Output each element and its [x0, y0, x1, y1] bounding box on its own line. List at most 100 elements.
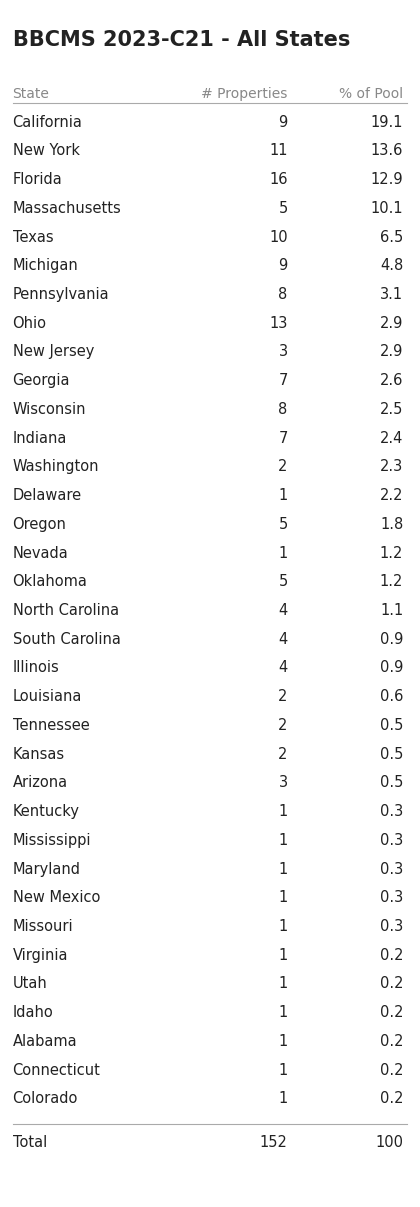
Text: Maryland: Maryland: [13, 862, 81, 876]
Text: 0.2: 0.2: [380, 976, 403, 991]
Text: Kansas: Kansas: [13, 747, 65, 762]
Text: 1.2: 1.2: [380, 546, 403, 560]
Text: 13.6: 13.6: [371, 144, 403, 158]
Text: 16: 16: [269, 173, 288, 187]
Text: 12.9: 12.9: [370, 173, 403, 187]
Text: 0.9: 0.9: [380, 660, 403, 676]
Text: Indiana: Indiana: [13, 431, 67, 445]
Text: 9: 9: [278, 258, 288, 273]
Text: Wisconsin: Wisconsin: [13, 402, 86, 416]
Text: 0.3: 0.3: [380, 804, 403, 820]
Text: Utah: Utah: [13, 976, 47, 991]
Text: 2.5: 2.5: [380, 402, 403, 416]
Text: 2.6: 2.6: [380, 373, 403, 389]
Text: Michigan: Michigan: [13, 258, 79, 273]
Text: 0.2: 0.2: [380, 1062, 403, 1078]
Text: 0.3: 0.3: [380, 862, 403, 876]
Text: 0.9: 0.9: [380, 631, 403, 647]
Text: California: California: [13, 115, 82, 129]
Text: 1: 1: [278, 976, 288, 991]
Text: 10.1: 10.1: [370, 200, 403, 216]
Text: 0.2: 0.2: [380, 1005, 403, 1020]
Text: Washington: Washington: [13, 460, 99, 474]
Text: South Carolina: South Carolina: [13, 631, 121, 647]
Text: 4: 4: [278, 604, 288, 618]
Text: 0.5: 0.5: [380, 718, 403, 733]
Text: Colorado: Colorado: [13, 1091, 78, 1107]
Text: North Carolina: North Carolina: [13, 604, 119, 618]
Text: 19.1: 19.1: [371, 115, 403, 129]
Text: 3: 3: [278, 344, 288, 360]
Text: 1: 1: [278, 862, 288, 876]
Text: 1.8: 1.8: [380, 517, 403, 532]
Text: Oklahoma: Oklahoma: [13, 575, 87, 589]
Text: 7: 7: [278, 431, 288, 445]
Text: Virginia: Virginia: [13, 947, 68, 963]
Text: Alabama: Alabama: [13, 1034, 77, 1049]
Text: 3.1: 3.1: [380, 287, 403, 302]
Text: Ohio: Ohio: [13, 316, 47, 331]
Text: 2: 2: [278, 747, 288, 762]
Text: 5: 5: [278, 575, 288, 589]
Text: 5: 5: [278, 517, 288, 532]
Text: 4: 4: [278, 660, 288, 676]
Text: 0.2: 0.2: [380, 947, 403, 963]
Text: # Properties: # Properties: [201, 87, 288, 101]
Text: 1: 1: [278, 1034, 288, 1049]
Text: 2.9: 2.9: [380, 316, 403, 331]
Text: Oregon: Oregon: [13, 517, 66, 532]
Text: Kentucky: Kentucky: [13, 804, 80, 820]
Text: 1: 1: [278, 891, 288, 905]
Text: 1: 1: [278, 488, 288, 503]
Text: 8: 8: [278, 402, 288, 416]
Text: 2.9: 2.9: [380, 344, 403, 360]
Text: 1: 1: [278, 947, 288, 963]
Text: Georgia: Georgia: [13, 373, 70, 389]
Text: Illinois: Illinois: [13, 660, 59, 676]
Text: 10: 10: [269, 229, 288, 245]
Text: 6.5: 6.5: [380, 229, 403, 245]
Text: 1: 1: [278, 1005, 288, 1020]
Text: 1: 1: [278, 804, 288, 820]
Text: Missouri: Missouri: [13, 919, 73, 934]
Text: State: State: [13, 87, 50, 101]
Text: 5: 5: [278, 200, 288, 216]
Text: BBCMS 2023-C21 - All States: BBCMS 2023-C21 - All States: [13, 30, 350, 51]
Text: Total: Total: [13, 1135, 47, 1149]
Text: Mississippi: Mississippi: [13, 833, 91, 847]
Text: 4: 4: [278, 631, 288, 647]
Text: 0.3: 0.3: [380, 919, 403, 934]
Text: 4.8: 4.8: [380, 258, 403, 273]
Text: 1: 1: [278, 546, 288, 560]
Text: 9: 9: [278, 115, 288, 129]
Text: New Mexico: New Mexico: [13, 891, 100, 905]
Text: 152: 152: [260, 1135, 288, 1149]
Text: 2: 2: [278, 718, 288, 733]
Text: 2: 2: [278, 460, 288, 474]
Text: Massachusetts: Massachusetts: [13, 200, 121, 216]
Text: Nevada: Nevada: [13, 546, 68, 560]
Text: 1: 1: [278, 1062, 288, 1078]
Text: 1.1: 1.1: [380, 604, 403, 618]
Text: New Jersey: New Jersey: [13, 344, 94, 360]
Text: 1: 1: [278, 833, 288, 847]
Text: 8: 8: [278, 287, 288, 302]
Text: Texas: Texas: [13, 229, 53, 245]
Text: 0.3: 0.3: [380, 891, 403, 905]
Text: 2.3: 2.3: [380, 460, 403, 474]
Text: 0.2: 0.2: [380, 1034, 403, 1049]
Text: 11: 11: [269, 144, 288, 158]
Text: 100: 100: [375, 1135, 403, 1149]
Text: Idaho: Idaho: [13, 1005, 53, 1020]
Text: 0.5: 0.5: [380, 775, 403, 791]
Text: Tennessee: Tennessee: [13, 718, 89, 733]
Text: Pennsylvania: Pennsylvania: [13, 287, 109, 302]
Text: 7: 7: [278, 373, 288, 389]
Text: 2.2: 2.2: [380, 488, 403, 503]
Text: 3: 3: [278, 775, 288, 791]
Text: % of Pool: % of Pool: [339, 87, 403, 101]
Text: 1: 1: [278, 919, 288, 934]
Text: 2: 2: [278, 689, 288, 704]
Text: Florida: Florida: [13, 173, 62, 187]
Text: 1: 1: [278, 1091, 288, 1107]
